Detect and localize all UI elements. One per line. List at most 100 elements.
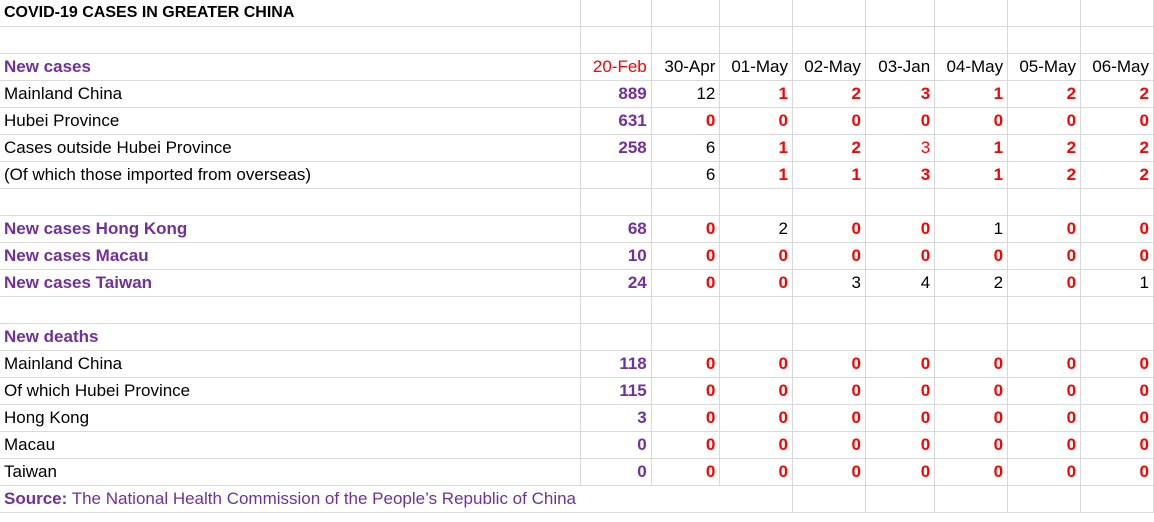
value-cell[interactable]: 0 [934, 242, 1009, 270]
row-label[interactable]: Macau [0, 431, 581, 459]
value-cell[interactable]: 0 [1080, 242, 1154, 270]
value-cell[interactable]: 2 [1080, 134, 1154, 162]
row-label[interactable]: New cases Taiwan [0, 269, 581, 297]
empty-cell[interactable] [934, 485, 1009, 513]
row-label[interactable]: New cases Hong Kong [0, 215, 581, 243]
value-cell[interactable]: 0 [865, 431, 936, 459]
value-cell[interactable]: 0 [651, 107, 721, 135]
date-header[interactable]: 02-May [792, 53, 866, 81]
empty-cell[interactable] [865, 296, 936, 324]
empty-cell[interactable] [1080, 485, 1154, 513]
new-deaths-header[interactable]: New deaths [0, 323, 581, 351]
value-cell[interactable]: 4 [865, 269, 936, 297]
value-cell[interactable]: 0 [580, 431, 652, 459]
value-cell[interactable]: 0 [1007, 242, 1082, 270]
empty-cell[interactable] [1080, 323, 1154, 351]
value-cell[interactable]: 68 [580, 215, 652, 243]
value-cell[interactable]: 0 [651, 350, 721, 378]
value-cell[interactable]: 0 [719, 377, 793, 405]
value-cell[interactable]: 0 [1007, 215, 1082, 243]
row-label[interactable]: Hong Kong [0, 404, 581, 432]
value-cell[interactable]: 0 [865, 377, 936, 405]
value-cell[interactable]: 2 [792, 80, 866, 108]
value-cell[interactable]: 0 [1080, 107, 1154, 135]
empty-cell[interactable] [0, 26, 581, 54]
value-cell[interactable]: 0 [651, 215, 721, 243]
empty-cell[interactable] [580, 485, 652, 513]
empty-cell[interactable] [1007, 485, 1082, 513]
value-cell[interactable]: 2 [1080, 80, 1154, 108]
value-cell[interactable]: 258 [580, 134, 652, 162]
value-cell[interactable]: 0 [1080, 215, 1154, 243]
empty-cell[interactable] [865, 323, 936, 351]
source-cell[interactable]: Source: The National Health Commission o… [0, 485, 581, 513]
value-cell[interactable]: 1 [934, 80, 1009, 108]
empty-cell[interactable] [934, 26, 1009, 54]
empty-cell[interactable] [865, 188, 936, 216]
empty-cell[interactable] [0, 188, 581, 216]
row-label[interactable]: Hubei Province [0, 107, 581, 135]
value-cell[interactable]: 2 [1007, 134, 1082, 162]
value-cell[interactable]: 0 [651, 269, 721, 297]
empty-cell[interactable] [1007, 188, 1082, 216]
value-cell[interactable]: 0 [651, 431, 721, 459]
value-cell[interactable]: 3 [865, 161, 936, 189]
empty-cell[interactable] [1080, 0, 1154, 27]
value-cell[interactable]: 0 [651, 242, 721, 270]
value-cell[interactable]: 1 [719, 80, 793, 108]
value-cell[interactable]: 0 [1080, 350, 1154, 378]
value-cell[interactable]: 0 [1080, 377, 1154, 405]
value-cell[interactable]: 0 [651, 458, 721, 486]
empty-cell[interactable] [792, 296, 866, 324]
empty-cell[interactable] [1080, 188, 1154, 216]
value-cell[interactable]: 0 [1007, 269, 1082, 297]
empty-cell[interactable] [651, 323, 721, 351]
empty-cell[interactable] [792, 0, 866, 27]
value-cell[interactable]: 2 [1080, 161, 1154, 189]
empty-cell[interactable] [792, 485, 866, 513]
empty-cell[interactable] [792, 323, 866, 351]
row-label[interactable]: Of which Hubei Province [0, 377, 581, 405]
empty-cell[interactable] [651, 188, 721, 216]
empty-cell[interactable] [580, 26, 652, 54]
empty-cell[interactable] [651, 0, 721, 27]
value-cell[interactable]: 6 [651, 161, 721, 189]
value-cell[interactable]: 1 [719, 134, 793, 162]
empty-cell[interactable] [719, 485, 793, 513]
value-cell[interactable]: 1 [1080, 269, 1154, 297]
value-cell[interactable]: 0 [792, 242, 866, 270]
value-cell[interactable]: 115 [580, 377, 652, 405]
empty-cell[interactable] [865, 0, 936, 27]
value-cell[interactable]: 0 [1007, 458, 1082, 486]
empty-cell[interactable] [719, 323, 793, 351]
value-cell[interactable]: 0 [719, 404, 793, 432]
value-cell[interactable]: 0 [792, 404, 866, 432]
row-label[interactable]: New cases Macau [0, 242, 581, 270]
value-cell[interactable]: 0 [719, 458, 793, 486]
value-cell[interactable]: 2 [1007, 161, 1082, 189]
empty-cell[interactable] [1007, 0, 1082, 27]
empty-cell[interactable] [1080, 26, 1154, 54]
value-cell[interactable]: 2 [1007, 80, 1082, 108]
empty-cell[interactable] [651, 296, 721, 324]
date-header[interactable]: 05-May [1007, 53, 1082, 81]
date-header[interactable]: 03-Jan [865, 53, 936, 81]
date-header[interactable]: 06-May [1080, 53, 1154, 81]
empty-cell[interactable] [719, 188, 793, 216]
value-cell[interactable]: 0 [865, 350, 936, 378]
date-header[interactable]: 20-Feb [580, 53, 652, 81]
value-cell[interactable]: 2 [719, 215, 793, 243]
value-cell[interactable]: 0 [865, 404, 936, 432]
sheet-title[interactable]: COVID-19 CASES IN GREATER CHINA [0, 0, 581, 27]
empty-cell[interactable] [934, 0, 1009, 27]
value-cell[interactable]: 1 [792, 161, 866, 189]
empty-cell[interactable] [580, 323, 652, 351]
empty-cell[interactable] [719, 0, 793, 27]
new-cases-header[interactable]: New cases [0, 53, 581, 81]
value-cell[interactable]: 0 [792, 107, 866, 135]
empty-cell[interactable] [934, 323, 1009, 351]
row-label[interactable]: Mainland China [0, 80, 581, 108]
empty-cell[interactable] [1007, 26, 1082, 54]
value-cell[interactable]: 10 [580, 242, 652, 270]
value-cell[interactable]: 0 [934, 107, 1009, 135]
